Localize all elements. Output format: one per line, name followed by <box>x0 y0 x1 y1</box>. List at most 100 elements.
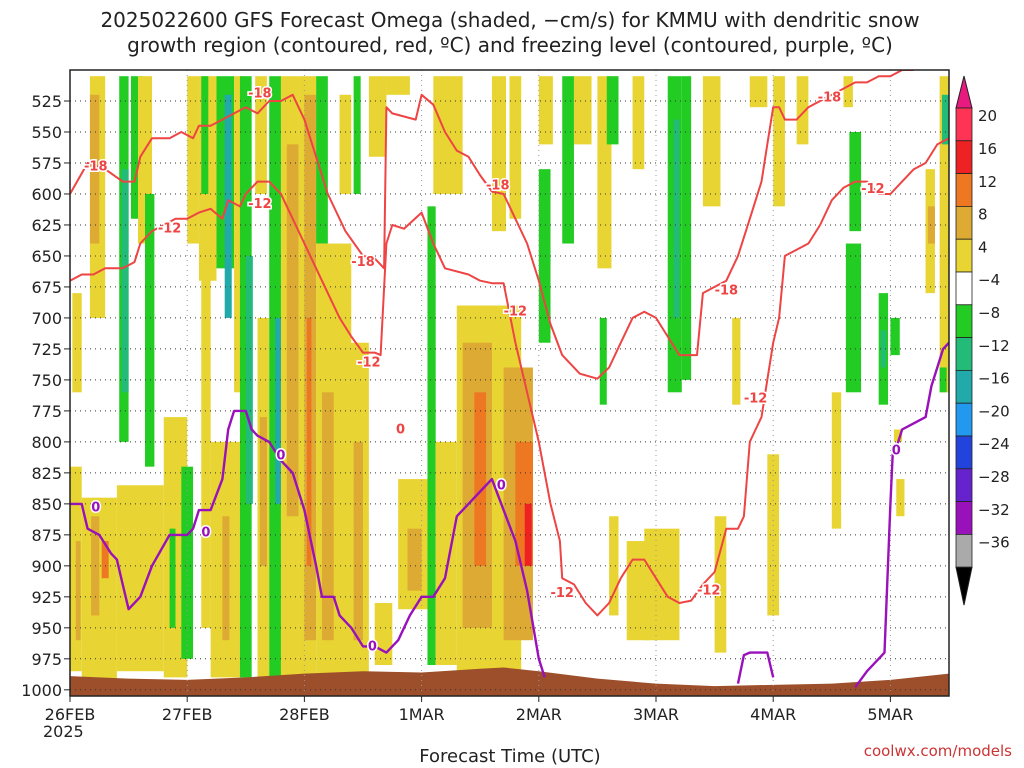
credit-text: coolwx.com/models <box>864 742 1012 760</box>
colorbar-label: 8 <box>978 206 988 224</box>
colorbar: 20 16 12 8 4 −4 −8 −12 −16 −20 −24 −28 −32 −36 <box>955 75 1010 606</box>
colorbar-label: −8 <box>978 304 1000 322</box>
y-tick-label: 775 <box>31 402 62 421</box>
omega-cell <box>644 528 680 641</box>
contour-label: -18 <box>486 178 510 193</box>
omega-cell <box>427 206 436 666</box>
colorbar-segment <box>955 107 973 142</box>
contour-line <box>70 70 914 380</box>
x-tick-label: 28FEB <box>279 705 330 724</box>
omega-cell <box>201 243 211 628</box>
omega-cell <box>187 76 199 244</box>
colorbar-top-arrow <box>955 75 973 109</box>
y-tick-label: 900 <box>31 557 62 576</box>
omega-cell <box>474 392 487 566</box>
omega-cell <box>407 528 422 591</box>
colorbar-segment <box>955 271 973 306</box>
colorbar-segment <box>955 501 973 535</box>
omega-cell <box>72 293 82 393</box>
contour-label: -12 <box>697 584 721 599</box>
omega-cell <box>524 503 532 566</box>
chart-title-line-1: 2025022600 GFS Forecast Omega (shaded, −… <box>100 8 919 32</box>
omega-cell <box>749 76 768 108</box>
y-tick-label: 675 <box>31 278 62 297</box>
omega-cell <box>353 76 361 194</box>
omega-cell <box>632 76 645 170</box>
contour-label: 0 <box>201 525 210 540</box>
colorbar-label: −32 <box>978 501 1010 519</box>
contour-label: -18 <box>715 284 739 299</box>
omega-cell <box>732 317 741 405</box>
omega-cell <box>538 169 551 343</box>
contour-label: 0 <box>892 444 901 459</box>
omega-cell <box>609 516 619 616</box>
omega-cell <box>509 76 522 219</box>
colorbar-label: 16 <box>978 140 997 158</box>
colorbar-segment <box>955 402 973 437</box>
omega-cell <box>538 76 553 145</box>
x-tick-label: 1MAR <box>399 705 445 724</box>
colorbar-label: −28 <box>978 468 1010 486</box>
omega-cell <box>845 243 862 393</box>
colorbar-label: 20 <box>978 107 997 125</box>
omega-shading <box>70 76 949 684</box>
y-axis-ticks: 525 550 575 600 625 650 675 700 725 750 775 800 825 8… <box>21 92 70 700</box>
contour-line <box>70 409 546 678</box>
omega-cell <box>941 94 949 145</box>
omega-cell <box>606 76 619 145</box>
colorbar-segment <box>955 205 973 240</box>
colorbar-label: −24 <box>978 435 1010 453</box>
omega-cell <box>269 76 281 678</box>
omega-cell <box>681 76 692 380</box>
contour-label: -18 <box>84 160 108 175</box>
y-tick-label: 575 <box>31 154 62 173</box>
omega-cell <box>181 466 194 659</box>
omega-cell <box>201 76 209 194</box>
contour-label: -12 <box>861 182 885 197</box>
x-tick-label: 3MAR <box>633 705 679 724</box>
year-label: 2025 <box>43 722 84 741</box>
contour-label: 0 <box>276 449 285 464</box>
y-tick-label: 600 <box>31 185 62 204</box>
x-tick-label: 2MAR <box>516 705 562 724</box>
omega-cell <box>562 76 574 244</box>
omega-cell <box>89 94 100 244</box>
colorbar-segment <box>955 238 973 273</box>
contour-label: 0 <box>368 639 377 654</box>
omega-cell <box>306 317 312 566</box>
omega-cell <box>339 94 352 194</box>
omega-cell <box>116 485 164 672</box>
y-tick-label: 750 <box>31 371 62 390</box>
omega-cell <box>927 206 935 244</box>
omega-cell <box>773 76 785 207</box>
colorbar-label: 4 <box>978 238 988 256</box>
omega-cell <box>222 516 230 641</box>
terrain-fill <box>70 667 949 696</box>
terrain-layer <box>70 667 949 696</box>
omega-cell <box>939 76 949 393</box>
omega-cell <box>130 76 143 219</box>
x-tick-label: 27FEB <box>162 705 213 724</box>
contour-label: 0 <box>91 501 100 516</box>
omega-cell <box>101 541 109 579</box>
omega-cell <box>368 76 387 157</box>
contour-line <box>70 137 949 617</box>
omega-cell <box>796 76 809 145</box>
y-tick-label: 550 <box>31 123 62 142</box>
omega-cell <box>75 541 81 641</box>
contour-label: -12 <box>744 391 768 406</box>
colorbar-segment <box>955 435 973 470</box>
omega-cell <box>245 255 253 504</box>
contour-labels: -18 -18 -18 -18 -18 -18 -12 -12 -12 -12 -12 -12 -12 -… <box>83 85 903 656</box>
omega-cell <box>831 392 842 529</box>
omega-cell <box>353 441 363 641</box>
x-tick-label: 5MAR <box>867 705 913 724</box>
y-tick-label: 725 <box>31 340 62 359</box>
colorbar-segment <box>955 140 973 175</box>
omega-cell <box>435 441 457 666</box>
contour-label: -12 <box>357 356 381 371</box>
plot-frame <box>69 69 950 697</box>
omega-cell <box>145 193 155 467</box>
colorbar-segment <box>955 369 973 404</box>
